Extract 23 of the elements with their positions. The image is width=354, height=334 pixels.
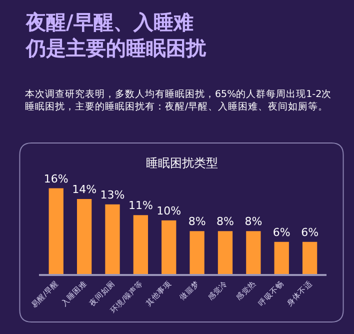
bar — [133, 215, 148, 274]
chart-title: 夜醒/早醒、入睡难仍是主要的睡眠困扰 — [25, 10, 207, 60]
data-label: 6% — [301, 226, 319, 239]
data-label: 8% — [216, 215, 234, 228]
bar — [48, 188, 64, 274]
data-label: 8% — [244, 215, 262, 228]
bar — [218, 231, 233, 274]
bar — [302, 242, 318, 274]
data-label: 10% — [156, 204, 182, 218]
data-label: 13% — [100, 188, 125, 202]
text: 睡眠困扰类型 — [146, 156, 218, 170]
data-label: 14% — [72, 183, 97, 196]
data-label: 16% — [44, 172, 68, 186]
bar — [190, 231, 204, 274]
data-label: 11% — [128, 199, 153, 212]
chart-subtitle: 本次调查研究表明，多数人均有睡眠困扰，65%的人群每周出现1-2次睡眠困扰，主要的睡眠困扰有：夜醒/早醒、入睡困难、夜间如厕等。 — [25, 88, 332, 112]
bar — [246, 231, 261, 274]
data-label: 8% — [188, 215, 206, 228]
bar — [105, 204, 120, 274]
bar — [76, 199, 92, 274]
bar — [274, 242, 289, 274]
data-label: 6% — [272, 226, 290, 239]
bar — [162, 220, 176, 274]
